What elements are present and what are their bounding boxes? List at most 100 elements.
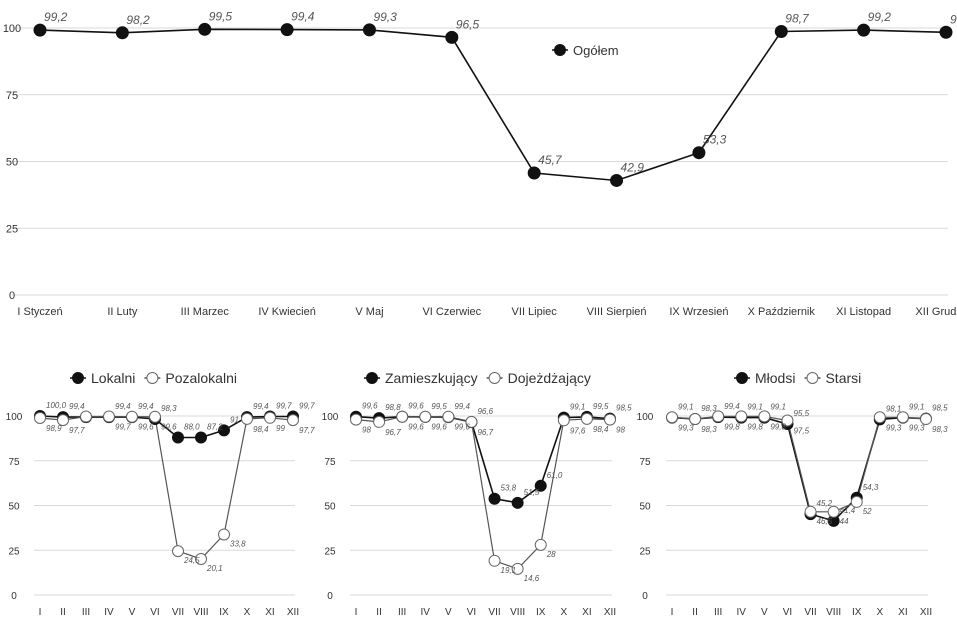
- y-tick-label: 100: [6, 412, 23, 423]
- data-label: 99,6: [408, 402, 424, 411]
- data-point: [362, 23, 376, 37]
- x-tick-label: VIII: [510, 607, 525, 618]
- data-label: 98,1: [886, 404, 902, 413]
- data-label: 99,6: [362, 402, 378, 411]
- data-label: 99,4: [115, 402, 131, 411]
- y-tick-label: 50: [8, 502, 20, 513]
- data-label: 98,8: [385, 403, 401, 412]
- x-tick-label: III: [82, 607, 90, 618]
- data-label: 46,5: [817, 517, 833, 526]
- y-tick-label: 75: [8, 457, 20, 468]
- data-label: 28: [546, 550, 556, 559]
- data-point: [115, 26, 129, 40]
- legend-marker: [554, 44, 566, 56]
- x-tick-label: V: [129, 607, 136, 618]
- x-tick-label: IV: [104, 607, 114, 618]
- data-label: 33,8: [230, 539, 246, 548]
- data-label: 98,3: [932, 425, 948, 434]
- series-line: [355, 416, 611, 570]
- y-tick-label: 75: [639, 457, 651, 468]
- data-point: [827, 505, 840, 518]
- data-point: [241, 412, 253, 425]
- data-label: 99,7: [299, 402, 315, 411]
- data-label: 98,5: [616, 404, 632, 413]
- data-point: [488, 554, 501, 567]
- data-point: [758, 410, 771, 423]
- data-label: 99,7: [115, 423, 131, 432]
- x-tick-label: IX: [219, 607, 229, 618]
- data-point: [580, 412, 593, 425]
- data-point: [920, 413, 932, 426]
- x-tick-label: VII: [804, 607, 816, 618]
- data-label: 20,1: [206, 564, 223, 573]
- x-tick-label: XI: [582, 607, 591, 618]
- data-label: 42,9: [621, 160, 645, 174]
- y-tick-label: 25: [639, 546, 651, 557]
- data-label: 100,0: [46, 401, 67, 410]
- data-label: 99,1: [747, 403, 763, 412]
- y-tick-label: 0: [327, 591, 333, 602]
- y-tick-label: 75: [324, 457, 336, 468]
- data-label: 99,1: [570, 403, 586, 412]
- x-tick-label: VII: [172, 607, 184, 618]
- y-tick-label: 25: [6, 223, 18, 235]
- legend-marker: [366, 372, 378, 384]
- x-tick-label: VII Lipiec: [512, 306, 558, 318]
- data-label: 88,0: [184, 422, 200, 431]
- data-label: 97,5: [793, 426, 809, 435]
- data-label: 14,6: [524, 574, 540, 583]
- data-label: 98,3: [701, 404, 717, 413]
- data-point: [896, 411, 909, 424]
- data-label: 99,4: [291, 10, 315, 24]
- data-label: 99,3: [678, 423, 694, 432]
- y-tick-label: 50: [639, 502, 651, 513]
- data-label: 99,6: [161, 423, 177, 432]
- data-label: 99,5: [593, 402, 609, 411]
- data-point: [534, 479, 547, 492]
- data-label: 99,4: [724, 402, 740, 411]
- data-point: [527, 166, 541, 180]
- y-tick-label: 50: [324, 502, 336, 513]
- x-tick-label: X: [244, 607, 251, 618]
- y-tick-label: 100: [322, 412, 339, 423]
- x-tick-label: II: [60, 607, 66, 618]
- data-label: 98,4: [593, 425, 609, 434]
- data-label: 99,4: [69, 402, 85, 411]
- data-point: [511, 496, 524, 509]
- data-point: [218, 528, 230, 541]
- x-tick-label: IX: [852, 607, 862, 618]
- data-point: [488, 492, 501, 505]
- data-label: 91: [230, 415, 239, 424]
- data-label: 99,3: [909, 423, 925, 432]
- data-label: 99,7: [276, 402, 292, 411]
- x-tick-label: XI Listopad: [836, 306, 891, 318]
- data-point: [126, 410, 138, 423]
- data-label: 24,5: [183, 556, 200, 565]
- data-label: 98: [616, 426, 625, 435]
- data-point: [692, 146, 706, 160]
- data-label: 52: [863, 507, 872, 516]
- data-point: [172, 431, 184, 444]
- data-point: [34, 411, 46, 424]
- data-point: [280, 23, 294, 37]
- data-point: [873, 411, 886, 424]
- data-label: 87,2: [207, 422, 223, 431]
- data-point: [373, 415, 386, 428]
- x-tick-label: XII: [920, 607, 932, 618]
- series-line: [39, 415, 294, 560]
- data-label: 98,7: [785, 11, 810, 25]
- data-label: 99,3: [373, 10, 397, 24]
- data-label: 51,5: [524, 488, 540, 497]
- data-label: 99,8: [747, 422, 763, 431]
- data-point: [195, 431, 207, 444]
- data-label: 96,7: [477, 428, 493, 437]
- data-label: 44: [840, 517, 849, 526]
- y-tick-label: 0: [9, 290, 15, 302]
- x-tick-label: VII: [488, 607, 500, 618]
- data-point: [712, 410, 725, 423]
- x-tick-label: IX Wrzesień: [669, 306, 728, 318]
- x-tick-label: XII: [287, 607, 299, 618]
- data-point: [57, 414, 69, 427]
